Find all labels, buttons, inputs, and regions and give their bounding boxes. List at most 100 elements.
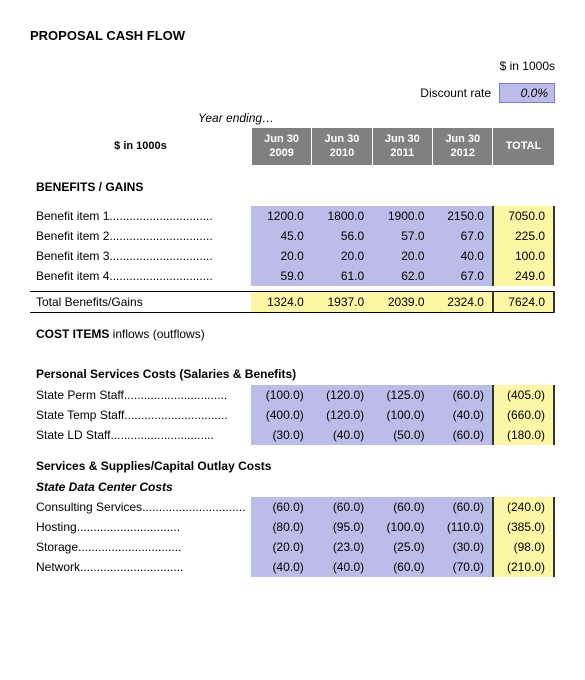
row-total: 100.0 (493, 246, 554, 266)
row-label: Storage (30, 537, 251, 557)
row-total: 7050.0 (493, 206, 554, 226)
cell: 1200.0 (251, 206, 311, 226)
table-row: Hosting (80.0) (95.0) (100.0) (110.0) (3… (30, 517, 554, 537)
table-row: Benefit item 3 20.0 20.0 20.0 40.0 100.0 (30, 246, 554, 266)
cell: (20.0) (251, 537, 311, 557)
cell: (400.0) (251, 405, 311, 425)
cell: (60.0) (433, 385, 493, 405)
cell: (60.0) (433, 425, 493, 445)
row-total: (98.0) (493, 537, 554, 557)
cell: 45.0 (251, 226, 311, 246)
cell: (40.0) (312, 557, 372, 577)
cell: 20.0 (312, 246, 372, 266)
cell: (60.0) (433, 497, 493, 517)
cell: (100.0) (251, 385, 311, 405)
row-label: Network (30, 557, 251, 577)
discount-row: Discount rate 0.0% (30, 83, 555, 103)
cell: (110.0) (433, 517, 493, 537)
cell: (40.0) (251, 557, 311, 577)
table-row: Network (40.0) (40.0) (60.0) (70.0) (210… (30, 557, 554, 577)
cell: 2150.0 (433, 206, 493, 226)
cell: (40.0) (312, 425, 372, 445)
cell: (30.0) (251, 425, 311, 445)
units-label: $ in 1000s (30, 59, 555, 73)
cell: (100.0) (372, 405, 432, 425)
row-total: 249.0 (493, 266, 554, 286)
cell: (95.0) (312, 517, 372, 537)
cell: (60.0) (251, 497, 311, 517)
cell: 2039.0 (372, 292, 432, 313)
row-total: (210.0) (493, 557, 554, 577)
cell: (60.0) (372, 557, 432, 577)
row-total: (240.0) (493, 497, 554, 517)
row-label: Consulting Services (30, 497, 251, 517)
cell: 67.0 (433, 226, 493, 246)
row-label: State Perm Staff (30, 385, 251, 405)
year-header: Jun 302010 (312, 128, 372, 166)
cell: (60.0) (372, 497, 432, 517)
cell: (25.0) (372, 537, 432, 557)
cell: 1900.0 (372, 206, 432, 226)
cell: (70.0) (433, 557, 493, 577)
year-header: Jun 302012 (433, 128, 493, 166)
table-row: Benefit item 1 1200.0 1800.0 1900.0 2150… (30, 206, 554, 226)
services-heading: Services & Supplies/Capital Outlay Costs (30, 445, 554, 477)
personal-heading: Personal Services Costs (Salaries & Bene… (30, 353, 554, 385)
cell: (125.0) (372, 385, 432, 405)
services-subheading: State Data Center Costs (30, 477, 554, 497)
cell: 1324.0 (251, 292, 311, 313)
cell: (50.0) (372, 425, 432, 445)
row-label: Benefit item 3 (30, 246, 251, 266)
table-row: Storage (20.0) (23.0) (25.0) (30.0) (98.… (30, 537, 554, 557)
cashflow-table: $ in 1000s Jun 302009 Jun 302010 Jun 302… (30, 127, 555, 577)
cell: 57.0 (372, 226, 432, 246)
header-row: $ in 1000s Jun 302009 Jun 302010 Jun 302… (30, 128, 554, 166)
cell: (23.0) (312, 537, 372, 557)
cell: 20.0 (251, 246, 311, 266)
table-row: State LD Staff (30.0) (40.0) (50.0) (60.… (30, 425, 554, 445)
cell: 56.0 (312, 226, 372, 246)
table-row: State Perm Staff (100.0) (120.0) (125.0)… (30, 385, 554, 405)
cell: 61.0 (312, 266, 372, 286)
cell: (120.0) (312, 385, 372, 405)
row-label: Hosting (30, 517, 251, 537)
row-label: State Temp Staff (30, 405, 251, 425)
row-label: Benefit item 4 (30, 266, 251, 286)
table-row: State Temp Staff (400.0) (120.0) (100.0)… (30, 405, 554, 425)
costs-heading: COST ITEMS inflows (outflows) (30, 313, 554, 348)
row-total: 225.0 (493, 226, 554, 246)
cell: (80.0) (251, 517, 311, 537)
row-total: (180.0) (493, 425, 554, 445)
row-total: (405.0) (493, 385, 554, 405)
table-row: Benefit item 2 45.0 56.0 57.0 67.0 225.0 (30, 226, 554, 246)
cell: 40.0 (433, 246, 493, 266)
row-label: Benefit item 2 (30, 226, 251, 246)
cell: 20.0 (372, 246, 432, 266)
year-header: Jun 302011 (372, 128, 432, 166)
row-label: Total Benefits/Gains (30, 292, 251, 313)
row-label: Benefit item 1 (30, 206, 251, 226)
table-row: Benefit item 4 59.0 61.0 62.0 67.0 249.0 (30, 266, 554, 286)
benefits-total-row: Total Benefits/Gains 1324.0 1937.0 2039.… (30, 292, 554, 313)
cell: (60.0) (312, 497, 372, 517)
page-title: PROPOSAL CASH FLOW (30, 28, 555, 43)
table-row: Consulting Services (60.0) (60.0) (60.0)… (30, 497, 554, 517)
benefits-heading: BENEFITS / GAINS (30, 165, 554, 200)
cell: 62.0 (372, 266, 432, 286)
cell: 1937.0 (312, 292, 372, 313)
cell: (30.0) (433, 537, 493, 557)
row-total: (385.0) (493, 517, 554, 537)
row-label: State LD Staff (30, 425, 251, 445)
cell: 1800.0 (312, 206, 372, 226)
cell: (100.0) (372, 517, 432, 537)
year-ending-label: Year ending… (198, 111, 555, 125)
row-header-label: $ in 1000s (30, 128, 251, 166)
total-header: TOTAL (493, 128, 554, 166)
discount-label: Discount rate (420, 86, 491, 100)
row-total: 7624.0 (493, 292, 554, 313)
discount-value[interactable]: 0.0% (499, 83, 555, 103)
cell: 2324.0 (433, 292, 493, 313)
cell: 67.0 (433, 266, 493, 286)
cell: 59.0 (251, 266, 311, 286)
year-header: Jun 302009 (251, 128, 311, 166)
